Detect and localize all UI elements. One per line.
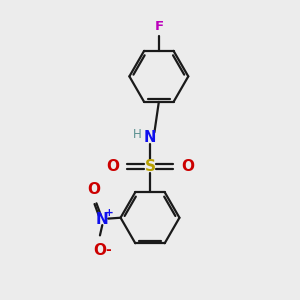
Text: +: + [104, 208, 113, 218]
Text: S: S [145, 159, 155, 174]
Text: H: H [133, 128, 142, 141]
Text: O: O [93, 243, 106, 258]
Text: N: N [96, 212, 109, 227]
Text: O: O [181, 159, 194, 174]
Text: F: F [154, 20, 164, 33]
Text: O: O [106, 159, 119, 174]
Text: -: - [105, 243, 111, 257]
Text: O: O [87, 182, 100, 197]
Text: N: N [144, 130, 156, 145]
